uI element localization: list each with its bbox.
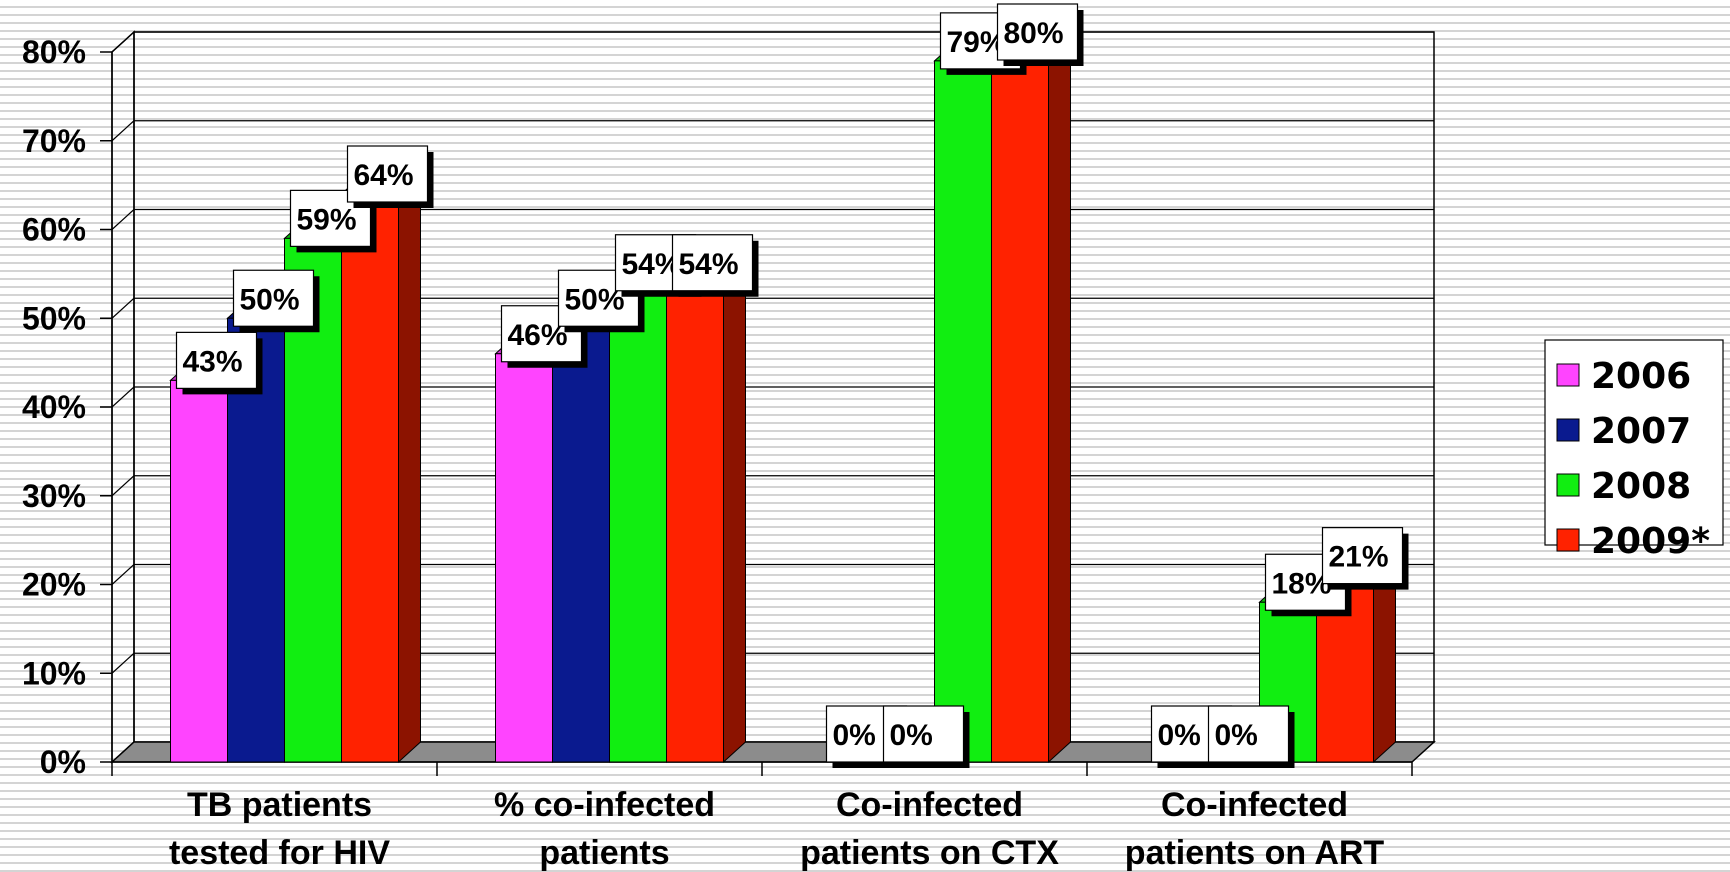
x-category-label: Co-infected	[836, 786, 1023, 824]
y-tick-label: 40%	[22, 389, 86, 425]
y-tick-label: 10%	[22, 655, 86, 691]
x-axis: TB patients tested for HIV % co-infected pa…	[111, 761, 1413, 872]
data-label-text: 54%	[679, 248, 739, 281]
data-label-text: 50%	[240, 283, 300, 316]
data-labels: 43%50%59%64%46%50%54%54%0% 0%79%80%0% 0%18…	[175, 3, 1409, 768]
bar	[341, 193, 399, 763]
gridline-side	[111, 31, 135, 53]
legend-swatch	[1556, 363, 1580, 387]
gridline-side	[111, 652, 135, 674]
data-label-box	[1321, 527, 1404, 585]
data-label-text: 43%	[183, 345, 243, 378]
x-category-label: patients on CTX	[800, 834, 1059, 872]
legend-label: 2006	[1591, 356, 1691, 397]
data-label-text: 0%	[1215, 719, 1258, 752]
x-category-label: patients on ART	[1125, 834, 1385, 872]
bar	[934, 60, 992, 763]
data-label: 50%	[232, 269, 320, 333]
data-label-text: 0%	[890, 719, 933, 752]
data-label: 0%	[882, 705, 970, 768]
legend-swatch	[1556, 528, 1580, 552]
y-tick-label: 20%	[22, 567, 86, 603]
bar-2009-cat1	[340, 172, 422, 764]
legend-label: 2009*	[1591, 521, 1710, 562]
y-tick-label: 70%	[22, 123, 86, 159]
y-tick-label: 30%	[22, 478, 86, 514]
legend-label: 2008	[1591, 466, 1691, 507]
y-tick-label: 50%	[22, 300, 86, 336]
legend: 2006 2007 2008 2009*	[1544, 339, 1724, 562]
data-label-text: 50%	[565, 283, 625, 316]
data-label-box	[232, 269, 315, 327]
bar	[609, 282, 667, 763]
legend-label: 2007	[1591, 411, 1691, 452]
data-label-box	[346, 145, 429, 203]
bar-2009-cat2	[665, 261, 747, 764]
x-category-label: Co-infected	[1161, 786, 1348, 824]
bar-side	[723, 261, 746, 764]
x-category-label: patients	[539, 834, 669, 872]
x-category-label: % co-infected	[494, 786, 715, 824]
bar	[666, 282, 724, 763]
bar-2009-cat3	[990, 30, 1072, 764]
x-category-label: tested for HIV	[169, 834, 390, 872]
bar	[991, 51, 1049, 763]
bar-2009-cat4	[1315, 554, 1397, 764]
bar-side	[1048, 30, 1071, 764]
data-label-box	[1207, 705, 1290, 763]
data-label-text: 46%	[508, 319, 568, 352]
data-label-text: 80%	[1004, 17, 1064, 50]
bar	[552, 317, 610, 763]
data-label-text: 21%	[1329, 541, 1389, 574]
y-tick-label: 80%	[22, 34, 86, 70]
bars	[169, 30, 1397, 764]
data-label-text: 0%	[833, 719, 876, 752]
data-label: 54%	[671, 234, 759, 297]
data-label: 43%	[175, 331, 263, 395]
gridline-side	[111, 120, 135, 142]
data-label-box	[671, 234, 754, 292]
data-label-box	[175, 331, 258, 389]
gridline-side	[111, 386, 135, 408]
data-label: 0%	[1207, 705, 1295, 768]
data-label-box	[557, 269, 640, 327]
data-label-box	[996, 3, 1079, 61]
y-tick-label: 0%	[40, 744, 86, 780]
y-axis: 0% 10% 20% 30% 40% 50% 60% 70% 80%	[22, 34, 113, 780]
gridline-side	[111, 475, 135, 497]
gridline-side	[111, 209, 135, 230]
data-label: 59%	[289, 189, 377, 253]
legend-swatch	[1556, 473, 1580, 497]
y-tick-label: 60%	[22, 212, 86, 248]
x-category-label: TB patients	[187, 786, 372, 824]
legend-swatch	[1556, 418, 1580, 442]
data-label-text: 79%	[947, 26, 1007, 59]
data-label: 21%	[1321, 527, 1409, 590]
data-label-text: 59%	[297, 203, 357, 236]
data-label: 18%	[1264, 553, 1352, 617]
data-label-box	[882, 705, 965, 763]
data-label-text: 18%	[1272, 567, 1332, 600]
bar-side	[398, 172, 421, 764]
gridline-side	[111, 297, 135, 319]
gridline-side	[111, 564, 135, 585]
data-label-text: 0%	[1158, 719, 1201, 752]
data-label: 80%	[996, 3, 1084, 66]
bar	[495, 353, 553, 763]
data-label: 64%	[346, 145, 434, 208]
data-label-text: 54%	[622, 248, 682, 281]
bar	[170, 379, 228, 763]
data-label-text: 64%	[354, 159, 414, 192]
